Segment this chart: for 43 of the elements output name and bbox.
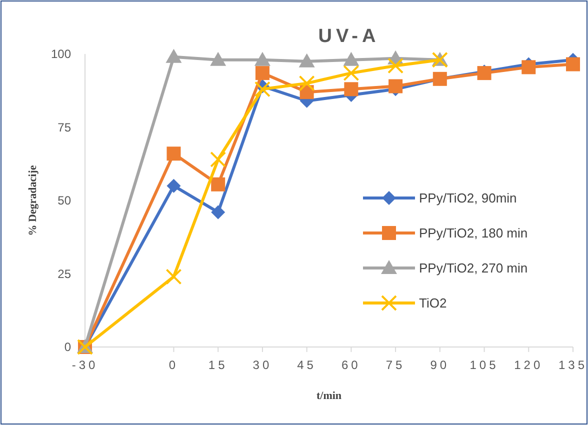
- legend-label: PPy/TiO2, 180 min: [419, 226, 528, 241]
- x-tick-label: 15: [208, 358, 228, 372]
- point: [166, 146, 181, 161]
- point: [388, 79, 403, 94]
- point: [343, 65, 360, 82]
- point: [211, 177, 226, 192]
- x-tick-label: 105: [470, 358, 499, 372]
- point: [210, 52, 226, 66]
- y-tick-label: 50: [58, 194, 72, 208]
- point: [344, 82, 358, 96]
- point: [343, 52, 360, 66]
- point: [388, 58, 404, 74]
- point: [522, 60, 536, 74]
- point: [298, 53, 315, 68]
- x-tick-label: 0: [168, 358, 179, 372]
- x-axis-title: t/min: [316, 390, 342, 402]
- x-tick-label: 45: [297, 358, 316, 372]
- point: [255, 66, 270, 80]
- legend-label: TiO2: [419, 296, 447, 311]
- y-tick-label: 0: [64, 340, 72, 354]
- point: [211, 205, 226, 220]
- point: [254, 81, 270, 98]
- x-tick-label: 75: [386, 358, 406, 372]
- point: [254, 52, 270, 66]
- chart-title: UV-A: [318, 26, 380, 47]
- legend-label: PPy/TiO2, 90min: [419, 190, 517, 206]
- y-tick-label: 25: [58, 266, 72, 281]
- x-tick-label: 30: [252, 358, 272, 372]
- y-axis-title: % Degradacije: [27, 165, 39, 236]
- point: [210, 151, 226, 168]
- x-tick-label: 135: [558, 358, 588, 372]
- point: [566, 57, 580, 72]
- point: [166, 178, 181, 193]
- point: [166, 268, 182, 285]
- y-tick-label: 75: [58, 120, 72, 134]
- x-tick-label: -30: [72, 358, 98, 372]
- x-tick-label: 90: [430, 358, 450, 372]
- point: [298, 75, 315, 92]
- legend-label: PPy/TiO2, 270 min: [419, 260, 528, 276]
- y-tick-label: 100: [50, 47, 72, 62]
- x-tick-label: 120: [514, 358, 544, 372]
- x-tick-label: 60: [342, 358, 361, 372]
- point: [166, 48, 182, 63]
